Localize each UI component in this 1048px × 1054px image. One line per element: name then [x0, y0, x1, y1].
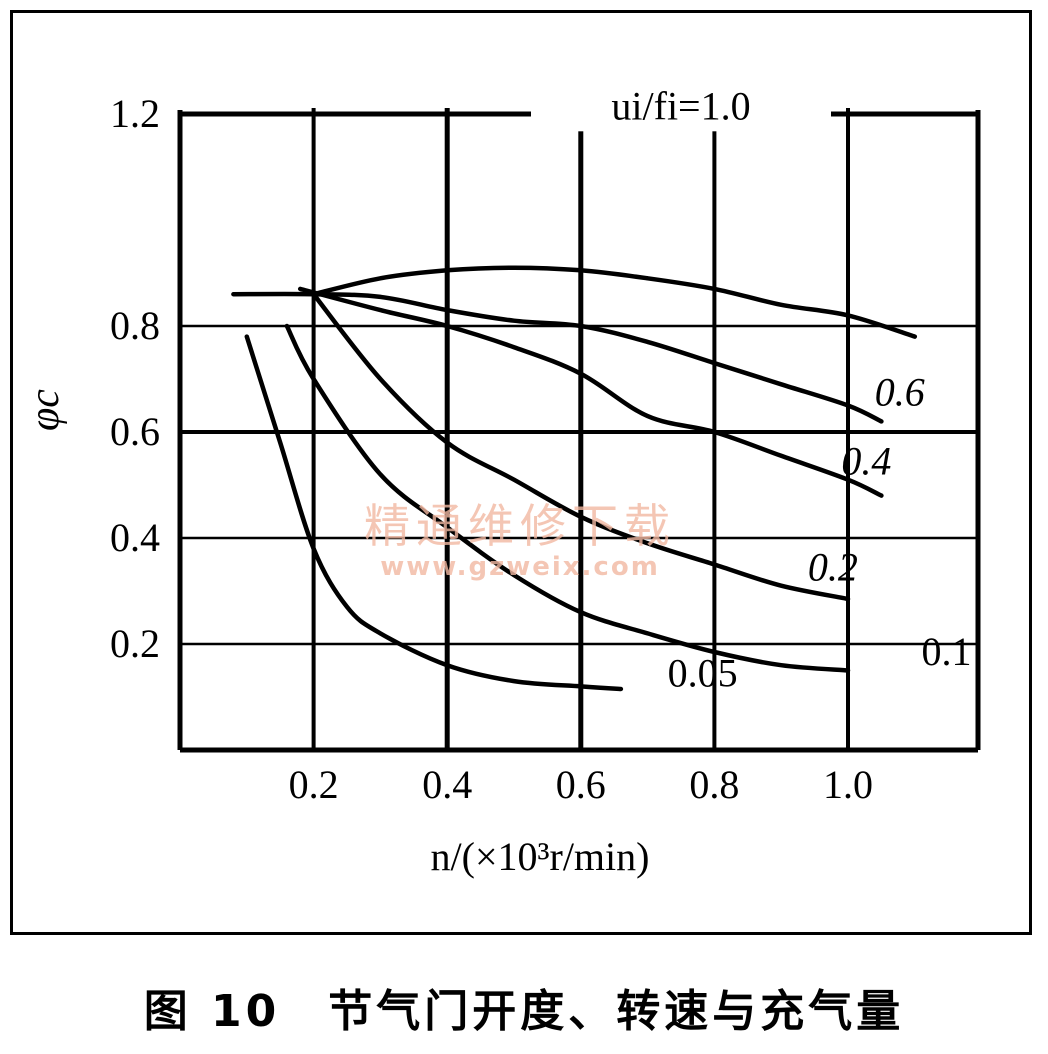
- series-line-3: [311, 291, 851, 602]
- series-line-0: [311, 265, 918, 339]
- series-line-5: [244, 334, 624, 692]
- x-tick-label: 1.0: [823, 762, 873, 807]
- grid: [177, 108, 981, 753]
- figure-caption: 图 10 节气门开度、转速与充气量: [143, 986, 905, 1037]
- series-lines: [231, 265, 918, 692]
- x-tick-label: 0.2: [289, 762, 339, 807]
- y-axis-label: φc: [22, 389, 68, 431]
- y-tick-label: 0.2: [110, 621, 160, 666]
- y-tick-label: 0.4: [110, 515, 160, 560]
- y-tick-label: 0.6: [110, 409, 160, 454]
- tick-labels: 0.2 0.4 0.6 0.8 1.0 0.2 0.4 0.6 0.8 1.2: [110, 91, 873, 807]
- series-label-0: ui/fi=1.0: [611, 83, 750, 128]
- series-line-2: [297, 286, 884, 498]
- series-label-3: 0.2: [808, 544, 858, 589]
- series-line-4: [284, 323, 851, 673]
- y-tick-label: 0.8: [110, 303, 160, 348]
- series-line-1: [231, 291, 884, 424]
- series-labels: ui/fi=1.0 0.6 0.4 0.2 0.1 0.05: [531, 83, 971, 695]
- chart: 0.2 0.4 0.6 0.8 1.0 0.2 0.4 0.6 0.8 1.2 ui/fi=1.0…: [22, 83, 981, 879]
- x-tick-label: 0.8: [689, 762, 739, 807]
- figure-frame: [10, 10, 1032, 935]
- series-label-2: 0.4: [841, 438, 891, 483]
- series-label-4: 0.1: [921, 629, 971, 674]
- series-label-5: 0.05: [668, 650, 738, 695]
- x-tick-label: 0.6: [556, 762, 606, 807]
- x-tick-label: 0.4: [422, 762, 472, 807]
- y-tick-label: 1.2: [110, 91, 160, 136]
- series-label-1: 0.6: [875, 370, 925, 415]
- x-axis-label: n/(×10³r/min): [431, 834, 650, 879]
- series-label-bg: [531, 83, 831, 132]
